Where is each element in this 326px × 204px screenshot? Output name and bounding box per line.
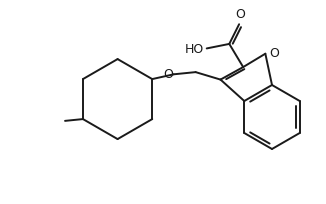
Text: O: O xyxy=(163,68,173,80)
Text: O: O xyxy=(235,8,245,21)
Text: O: O xyxy=(269,47,279,60)
Text: HO: HO xyxy=(185,43,204,56)
